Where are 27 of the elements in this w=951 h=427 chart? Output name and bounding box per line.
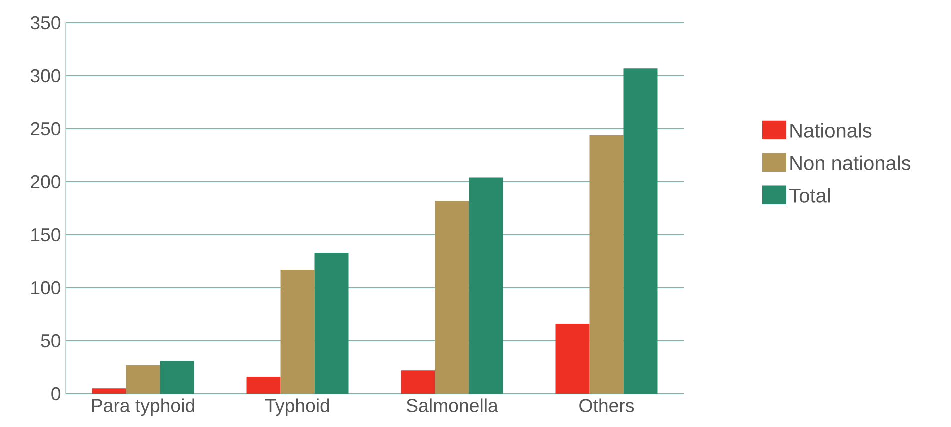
bar (246, 377, 281, 394)
bar (401, 370, 436, 394)
y-tick-label: 200 (31, 175, 61, 189)
bar (435, 201, 470, 394)
x-tick-label: Typhoid (265, 398, 330, 416)
legend-label: Nationals (790, 123, 872, 138)
y-tick-label: 150 (32, 228, 61, 242)
bar (280, 270, 315, 394)
y-tick-label: 300 (30, 69, 61, 83)
bar (556, 324, 590, 394)
bar (590, 135, 624, 394)
y-tick-label: 350 (30, 16, 61, 30)
y-tick-label: 100 (32, 281, 61, 295)
bar (624, 68, 658, 394)
bar (160, 361, 194, 394)
legend-label: Total (790, 188, 830, 203)
legend-label: Non nationals (790, 156, 911, 170)
x-tick-label: Salmonella (406, 398, 498, 412)
bar (469, 178, 504, 394)
x-tick-label: Others (580, 398, 634, 412)
x-tick-label: Para typhoid (92, 398, 194, 416)
bar (126, 365, 160, 394)
bar (314, 253, 349, 394)
y-tick-label: 250 (31, 122, 61, 136)
bar (92, 388, 126, 394)
y-tick-label: 50 (41, 334, 61, 348)
y-tick-label: 0 (52, 387, 61, 401)
